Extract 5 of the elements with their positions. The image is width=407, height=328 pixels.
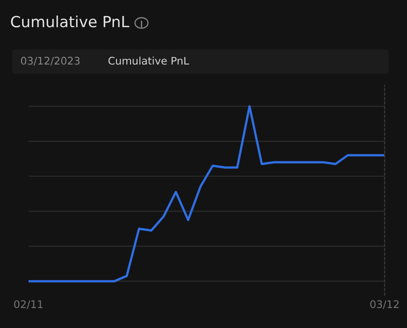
- x-tick-label: 02/11: [14, 300, 43, 309]
- text: Cumulative PnL: [108, 56, 190, 65]
- text: 03/12/2023: [21, 56, 80, 66]
- x-tick-label: 03/12: [370, 300, 399, 309]
- chart-title: Cumulative PnL: [11, 16, 130, 28]
